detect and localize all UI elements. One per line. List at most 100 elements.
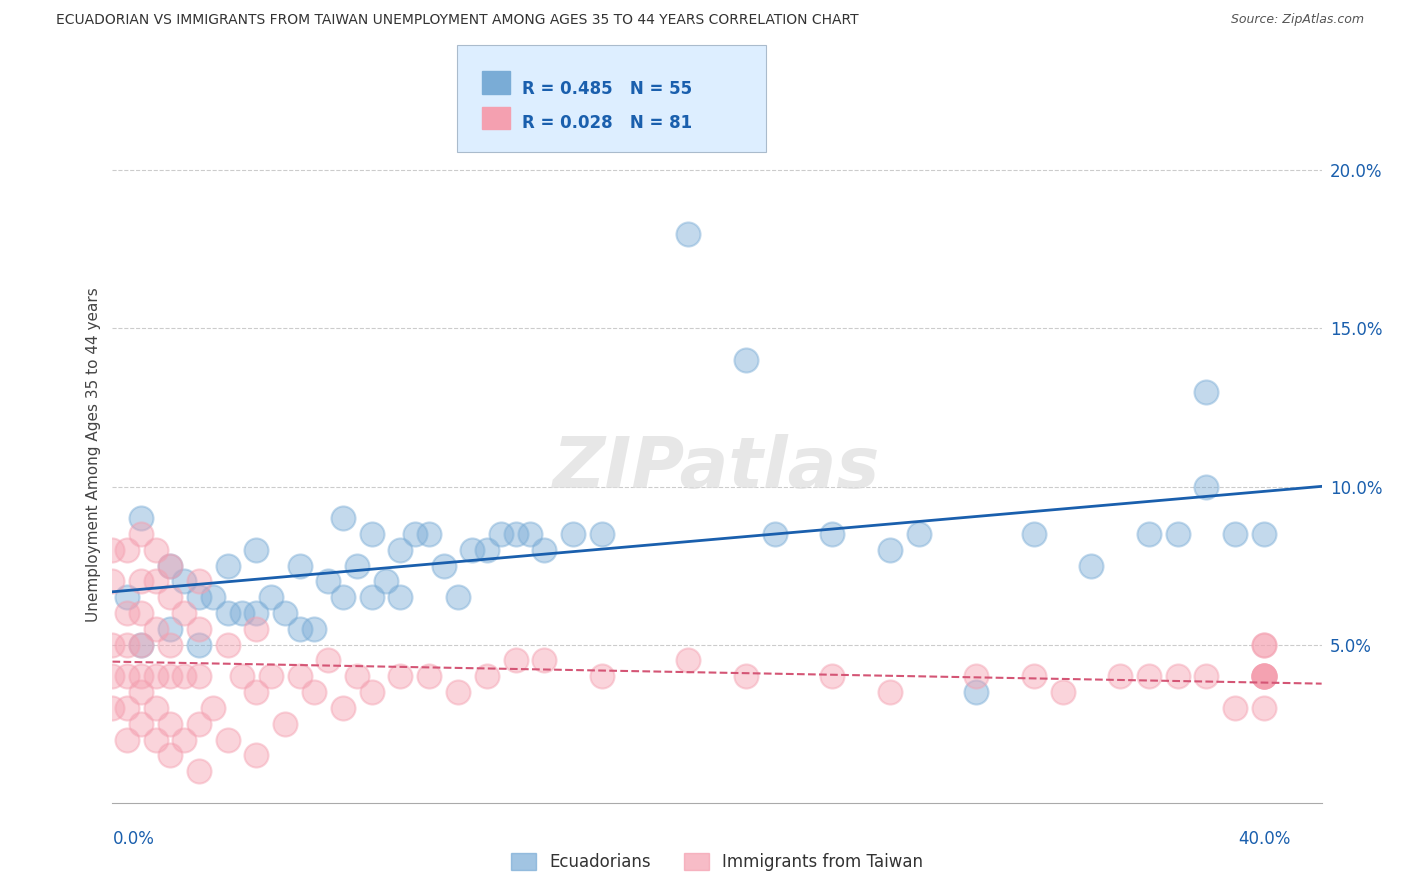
Point xyxy=(217,638,239,652)
Point xyxy=(159,638,181,652)
Point xyxy=(447,591,470,605)
Point xyxy=(129,669,152,683)
Point xyxy=(475,542,498,557)
Point xyxy=(159,748,181,763)
Point xyxy=(231,606,253,620)
Point xyxy=(217,606,239,620)
Point xyxy=(447,685,470,699)
Point xyxy=(1080,558,1102,573)
Point xyxy=(1195,479,1218,493)
Point xyxy=(260,669,283,683)
Text: ECUADORIAN VS IMMIGRANTS FROM TAIWAN UNEMPLOYMENT AMONG AGES 35 TO 44 YEARS CORR: ECUADORIAN VS IMMIGRANTS FROM TAIWAN UNE… xyxy=(56,13,859,28)
Point xyxy=(879,542,901,557)
Point xyxy=(129,511,152,525)
Point xyxy=(332,511,354,525)
Point xyxy=(274,606,297,620)
Point xyxy=(159,669,181,683)
Point xyxy=(115,732,138,747)
Point xyxy=(187,574,209,589)
Point xyxy=(288,669,311,683)
Point xyxy=(187,622,209,636)
Point xyxy=(145,574,167,589)
Point xyxy=(101,701,124,715)
Point xyxy=(404,527,426,541)
Point xyxy=(1022,527,1045,541)
Point xyxy=(115,638,138,652)
Point xyxy=(1253,638,1275,652)
Point xyxy=(1253,638,1275,652)
Point xyxy=(217,732,239,747)
Text: 0.0%: 0.0% xyxy=(112,830,155,847)
Text: 40.0%: 40.0% xyxy=(1237,830,1291,847)
Point xyxy=(1253,669,1275,683)
Point xyxy=(1253,669,1275,683)
Point xyxy=(734,669,756,683)
Point xyxy=(159,558,181,573)
Point xyxy=(245,622,267,636)
Point xyxy=(129,716,152,731)
Point xyxy=(101,638,124,652)
Point xyxy=(159,591,181,605)
Point xyxy=(591,527,613,541)
Point xyxy=(1253,701,1275,715)
Point xyxy=(288,622,311,636)
Point xyxy=(260,591,283,605)
Point xyxy=(288,558,311,573)
Point xyxy=(115,669,138,683)
Point xyxy=(389,542,412,557)
Point xyxy=(505,527,527,541)
Point xyxy=(346,558,368,573)
Point xyxy=(217,558,239,573)
Point xyxy=(1195,669,1218,683)
Point xyxy=(187,669,209,683)
Point xyxy=(101,542,124,557)
Point xyxy=(965,685,987,699)
Point xyxy=(533,542,555,557)
Point xyxy=(129,527,152,541)
Point xyxy=(115,701,138,715)
Point xyxy=(129,574,152,589)
Point xyxy=(202,591,225,605)
Point xyxy=(475,669,498,683)
Point xyxy=(1022,669,1045,683)
Point xyxy=(346,669,368,683)
Point xyxy=(533,653,555,667)
Point xyxy=(129,638,152,652)
Point xyxy=(274,716,297,731)
Point xyxy=(389,669,412,683)
Point xyxy=(591,669,613,683)
Point xyxy=(173,574,195,589)
Point xyxy=(965,669,987,683)
Point xyxy=(187,638,209,652)
Point xyxy=(145,622,167,636)
Text: ZIPatlas: ZIPatlas xyxy=(554,434,880,503)
Point xyxy=(763,527,786,541)
Text: Source: ZipAtlas.com: Source: ZipAtlas.com xyxy=(1230,13,1364,27)
Point xyxy=(231,669,253,683)
Point xyxy=(1253,669,1275,683)
Point xyxy=(245,606,267,620)
Y-axis label: Unemployment Among Ages 35 to 44 years: Unemployment Among Ages 35 to 44 years xyxy=(86,287,101,623)
Point xyxy=(332,701,354,715)
Point xyxy=(562,527,585,541)
Point xyxy=(145,732,167,747)
Point xyxy=(302,622,325,636)
Point xyxy=(129,685,152,699)
Point xyxy=(1137,527,1160,541)
Point xyxy=(145,701,167,715)
Point xyxy=(245,748,267,763)
Point xyxy=(360,591,382,605)
Point xyxy=(145,669,167,683)
Point xyxy=(187,764,209,779)
Point xyxy=(519,527,541,541)
Point xyxy=(159,716,181,731)
Text: R = 0.485   N = 55: R = 0.485 N = 55 xyxy=(522,80,692,98)
Point xyxy=(418,527,440,541)
Point xyxy=(461,542,484,557)
Point xyxy=(821,669,844,683)
Point xyxy=(1225,527,1247,541)
Point xyxy=(879,685,901,699)
Point xyxy=(907,527,929,541)
Text: R = 0.028   N = 81: R = 0.028 N = 81 xyxy=(522,114,692,132)
Point xyxy=(302,685,325,699)
